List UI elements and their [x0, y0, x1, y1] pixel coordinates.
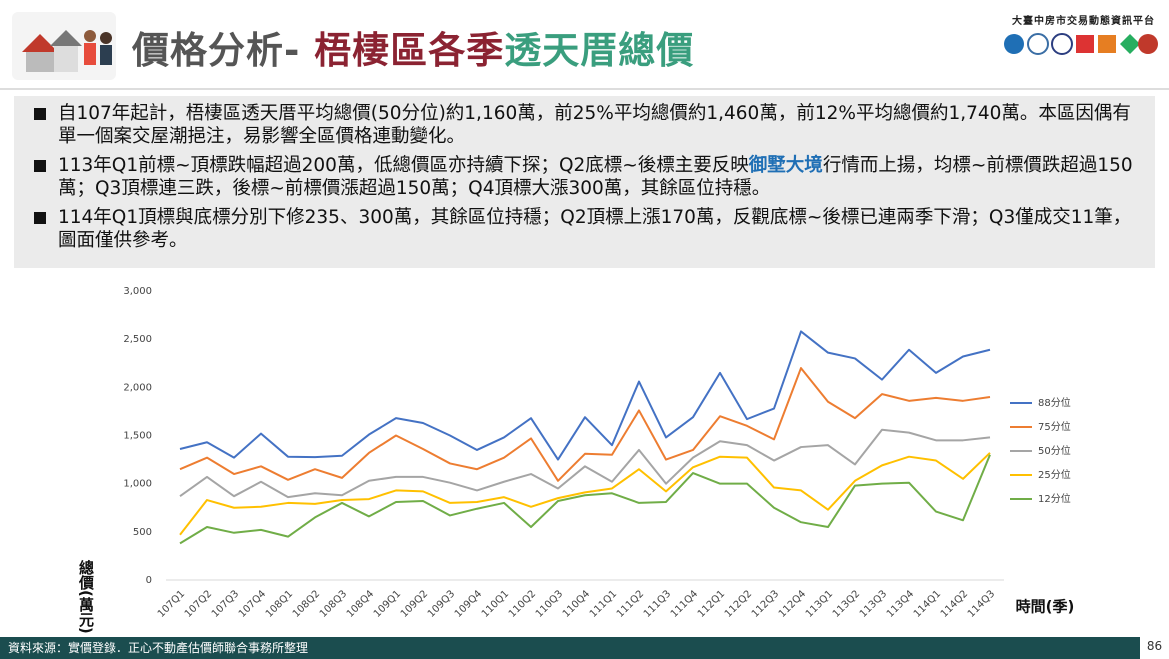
- legend-label: 88分位: [1038, 396, 1071, 409]
- x-tick-label: 111Q3: [642, 588, 673, 619]
- x-tick-label: 107Q4: [237, 588, 268, 619]
- x-tick-label: 108Q3: [318, 588, 349, 619]
- footer: 資料來源：實價登錄．正心不動產估價師聯合事務所整理: [0, 637, 1140, 659]
- x-tick-label: 114Q1: [912, 588, 943, 619]
- y-tick-label: 2,000: [123, 382, 152, 393]
- x-tick-label: 111Q2: [615, 588, 646, 619]
- bullet-text: 113年Q1前標~頂標跌幅超過200萬，低總價區亦持續下探；Q2底標~後標主要反…: [58, 155, 749, 176]
- x-tick-label: 109Q2: [399, 588, 430, 619]
- x-tick-label: 108Q2: [291, 588, 322, 619]
- y-tick-label: 1,000: [123, 479, 152, 490]
- header-rule: [0, 88, 1169, 90]
- x-tick-label: 112Q1: [696, 588, 727, 619]
- y-tick-label: 0: [146, 575, 152, 586]
- header-illustration: [12, 12, 116, 80]
- x-tick-label: 110Q4: [561, 588, 592, 619]
- data-line: [179, 330, 991, 461]
- y-tick-label: 500: [133, 527, 152, 538]
- bullet-highlight: 御墅大境: [748, 155, 823, 176]
- x-tick-label: 109Q4: [453, 588, 484, 619]
- data-line: [179, 367, 991, 482]
- summary-box: 自107年起計，梧棲區透天厝平均總價(50分位)約1,160萬，前25%平均總價…: [14, 96, 1155, 268]
- y-tick-label: 2,500: [123, 334, 152, 345]
- bullet: 113年Q1前標~頂標跌幅超過200萬，低總價區亦持續下探；Q2底標~後標主要反…: [34, 154, 1143, 200]
- bullet-text: 行情而上揚，均標~前標價跌超過150萬；Q3頂標連三跌，後標~前標價漲超過150…: [58, 155, 1133, 199]
- x-tick-label: 110Q3: [534, 588, 565, 619]
- x-tick-label: 110Q2: [507, 588, 538, 619]
- x-tick-label: 108Q4: [345, 588, 376, 619]
- x-tick-label: 114Q3: [966, 588, 997, 619]
- x-tick-label: 110Q1: [480, 588, 511, 619]
- slide-title: 價格分析- 梧棲區各季透天厝總價: [132, 20, 694, 74]
- page-number: 86: [1146, 639, 1163, 653]
- x-tick-label: 107Q1: [156, 588, 187, 619]
- x-tick-label: 114Q2: [939, 588, 970, 619]
- x-tick-label: 113Q2: [831, 588, 862, 619]
- bullet: 114年Q1頂標與底標分別下修235、300萬，其餘區位持穩；Q2頂標上漲170…: [34, 206, 1143, 252]
- bullet: 自107年起計，梧棲區透天厝平均總價(50分位)約1,160萬，前25%平均總價…: [34, 102, 1143, 148]
- bullet-text: 114年Q1頂標與底標分別下修235、300萬，其餘區位持穩；Q2頂標上漲170…: [58, 207, 1132, 251]
- y-tick-label: 1,500: [123, 431, 152, 442]
- x-tick-label: 112Q3: [750, 588, 781, 619]
- legend-label: 25分位: [1038, 468, 1071, 481]
- x-tick-label: 112Q4: [777, 588, 808, 619]
- chart: 總價(萬元) 時間(季) 0 500 1,000 1,500 2,000 2,500 3,0…: [77, 286, 1075, 634]
- x-tick-label: 113Q3: [858, 588, 889, 619]
- y-tick-label: 3,000: [123, 286, 152, 297]
- y-axis-title: 總價(萬元): [77, 559, 95, 634]
- x-tick-label: 111Q4: [669, 588, 700, 619]
- bullet-text: 自107年起計，梧棲區透天厝平均總價(50分位)約1,160萬，前25%平均總價…: [58, 103, 1131, 147]
- title-part: 梧棲區各季: [314, 29, 505, 72]
- x-tick-label: 108Q1: [264, 588, 295, 619]
- x-tick-label: 113Q1: [804, 588, 835, 619]
- x-tick-label: 111Q1: [588, 588, 619, 619]
- x-tick-label: 112Q2: [723, 588, 754, 619]
- x-axis-title: 時間(季): [1016, 598, 1075, 616]
- data-line: [179, 428, 991, 499]
- legend-label: 12分位: [1038, 492, 1071, 505]
- x-tick-label: 109Q3: [426, 588, 457, 619]
- data-line: [179, 452, 991, 536]
- x-tick-label: 109Q1: [372, 588, 403, 619]
- data-line: [179, 454, 991, 545]
- x-tick-label: 113Q4: [885, 588, 916, 619]
- title-part: 透天厝總價: [504, 29, 695, 72]
- partner-logos: [1004, 33, 1158, 55]
- platform-name: 大臺中房市交易動態資訊平台: [1012, 16, 1155, 27]
- title-part: 價格分析-: [132, 29, 315, 72]
- legend-label: 75分位: [1038, 420, 1071, 433]
- x-tick-label: 107Q3: [210, 588, 241, 619]
- x-tick-label: 107Q2: [183, 588, 214, 619]
- legend-label: 50分位: [1038, 444, 1071, 457]
